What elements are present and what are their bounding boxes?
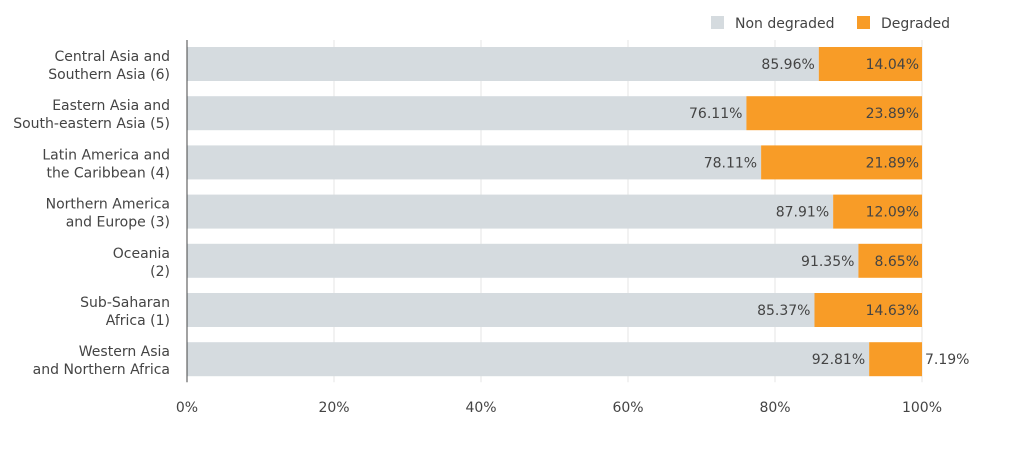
category-label-line: and Northern Africa [33, 362, 170, 378]
bar-non-degraded [187, 47, 819, 81]
category-label: Eastern Asia and South-eastern Asia (5) [13, 98, 170, 132]
data-label-non-degraded: 92.81% [812, 352, 865, 368]
category-label-line: the Caribbean (4) [46, 165, 170, 181]
x-tick-label: 40% [465, 400, 496, 416]
category-label-line: Western Asia [79, 344, 170, 360]
category-label-line: and Europe (3) [66, 215, 170, 231]
x-tick-label: 20% [318, 400, 349, 416]
bar-non-degraded [187, 96, 747, 131]
category-label-line: Oceania [113, 246, 170, 262]
data-label-non-degraded: 85.96% [761, 57, 814, 73]
x-tick-label: 0% [176, 400, 198, 416]
x-tick-label: 80% [759, 400, 790, 416]
data-label-degraded: 12.09% [866, 205, 919, 221]
bar-degraded [746, 96, 922, 131]
legend-item-non-degraded-swatch [711, 16, 724, 29]
legend-item-degraded-swatch [857, 16, 870, 29]
data-label-non-degraded: 76.11% [689, 106, 742, 122]
category-label: Latin America and the Caribbean (4) [42, 147, 170, 181]
bar-degraded [818, 47, 922, 81]
bar-degraded [858, 243, 922, 278]
bar-non-degraded [187, 243, 859, 278]
category-label-line: (2) [150, 264, 170, 280]
data-label-non-degraded: 91.35% [801, 254, 854, 270]
bar-degraded [814, 293, 922, 327]
category-label-line: Latin America and [42, 147, 170, 163]
x-tick-label: 100% [902, 400, 942, 416]
legend: Non degraded Degraded [711, 16, 950, 32]
category-label: Sub-Saharan Africa (1) [80, 295, 170, 329]
category-label: Central Asia and Southern Asia (6) [48, 49, 170, 83]
bar-non-degraded [187, 145, 762, 180]
data-label-degraded: 14.63% [866, 303, 919, 319]
category-label-line: Eastern Asia and [52, 98, 170, 114]
category-label-line: Central Asia and [54, 49, 170, 65]
bar-degraded [761, 145, 922, 180]
data-label-non-degraded: 87.91% [776, 205, 829, 221]
category-label: Northern America and Europe (3) [46, 197, 170, 231]
bars-layer [187, 47, 922, 377]
category-label: Oceania (2) [113, 246, 170, 280]
bar-non-degraded [187, 293, 815, 327]
labels-layer: 85.96% 14.04% 76.11% 23.89% 78.11% 21.89% 87.9… [689, 57, 969, 368]
data-label-degraded: 8.65% [875, 254, 919, 270]
data-label-non-degraded: 78.11% [704, 155, 757, 171]
axis-layer: 0% 20% 40% 60% 80% 100% Central Asia and Southe… [13, 40, 942, 416]
category-label-line: Sub-Saharan [80, 295, 170, 311]
data-label-degraded: 14.04% [866, 57, 919, 73]
data-label-degraded: 23.89% [866, 106, 919, 122]
data-label-degraded: 7.19% [925, 352, 969, 368]
legend-item-degraded-label: Degraded [881, 16, 950, 32]
category-label-line: Southern Asia (6) [48, 67, 170, 83]
legend-item-non-degraded-label: Non degraded [735, 16, 834, 32]
data-label-non-degraded: 85.37% [757, 303, 810, 319]
bar-degraded [869, 342, 922, 377]
category-label: Western Asia and Northern Africa [33, 344, 170, 378]
bar-non-degraded [187, 194, 834, 229]
data-label-degraded: 21.89% [866, 155, 919, 171]
bar-degraded [833, 194, 922, 229]
category-label-line: Africa (1) [106, 313, 170, 329]
bar-non-degraded [187, 342, 870, 377]
x-tick-label: 60% [612, 400, 643, 416]
category-label-line: South-eastern Asia (5) [13, 116, 170, 132]
category-label-line: Northern America [46, 197, 170, 213]
